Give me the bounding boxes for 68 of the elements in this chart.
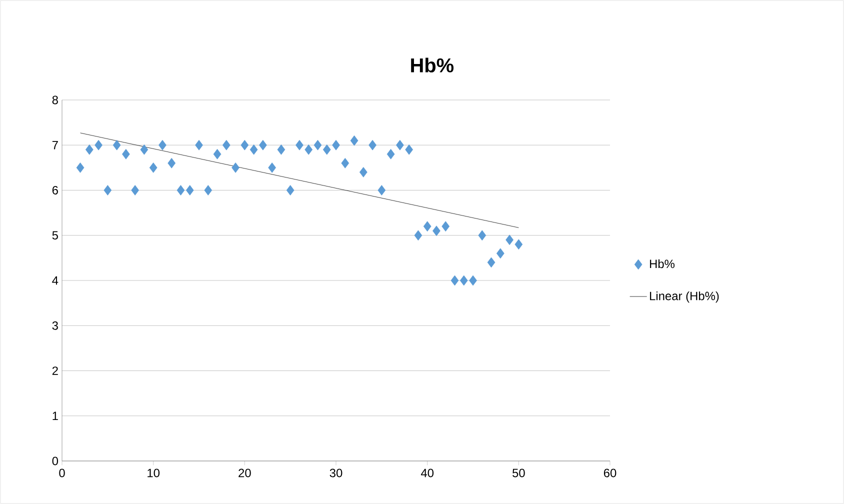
x-tick-label: 10 bbox=[148, 468, 160, 478]
point bbox=[432, 226, 440, 236]
point bbox=[442, 221, 450, 232]
point bbox=[304, 144, 313, 155]
y-tick-label: 0 bbox=[52, 456, 58, 466]
point bbox=[332, 140, 340, 150]
point bbox=[94, 140, 102, 150]
point bbox=[204, 185, 212, 196]
x-tick-label: 30 bbox=[330, 468, 342, 478]
x-tick-label: 50 bbox=[512, 468, 525, 478]
y-tick-label: 7 bbox=[52, 141, 58, 150]
point bbox=[414, 230, 422, 241]
point bbox=[460, 275, 468, 286]
point bbox=[487, 257, 496, 268]
point bbox=[322, 144, 331, 155]
point bbox=[286, 185, 294, 196]
point bbox=[268, 162, 276, 173]
point bbox=[104, 185, 112, 196]
point bbox=[359, 167, 368, 178]
point bbox=[259, 140, 267, 150]
point bbox=[186, 185, 194, 196]
y-tick-label: 3 bbox=[52, 321, 58, 330]
point bbox=[240, 140, 249, 150]
point bbox=[149, 162, 158, 173]
y-tick-label: 1 bbox=[52, 412, 58, 420]
legend-label: Hb% bbox=[650, 259, 675, 268]
x-tick-label: 0 bbox=[59, 468, 65, 478]
point bbox=[396, 140, 404, 150]
point bbox=[514, 239, 523, 250]
point bbox=[158, 140, 166, 150]
point bbox=[386, 148, 395, 160]
x-tick-label: 40 bbox=[420, 468, 434, 478]
point bbox=[350, 135, 358, 146]
point bbox=[314, 140, 322, 150]
point bbox=[85, 144, 94, 155]
point bbox=[222, 140, 230, 150]
point bbox=[122, 148, 130, 160]
y-tick-label: 8 bbox=[52, 96, 58, 104]
point bbox=[232, 162, 240, 173]
point bbox=[195, 140, 203, 150]
legend-label: Linear (Hb%) bbox=[650, 291, 719, 303]
point bbox=[450, 275, 459, 286]
point bbox=[378, 185, 386, 196]
point bbox=[478, 230, 486, 241]
point bbox=[176, 185, 185, 196]
point bbox=[296, 140, 304, 150]
x-tick-label: 60 bbox=[604, 468, 616, 478]
point bbox=[423, 221, 432, 232]
y-tick-label: 6 bbox=[52, 186, 58, 194]
point bbox=[506, 234, 514, 246]
point bbox=[112, 140, 121, 150]
point bbox=[341, 158, 350, 168]
y-tick-label: 4 bbox=[52, 276, 58, 285]
point bbox=[131, 185, 140, 196]
y-tick-label: 2 bbox=[52, 366, 58, 375]
chart-title: Hb% bbox=[411, 58, 454, 72]
point bbox=[368, 140, 376, 150]
point bbox=[405, 144, 414, 155]
point bbox=[250, 144, 258, 155]
point bbox=[496, 248, 504, 259]
y-tick-label: 5 bbox=[52, 231, 58, 240]
x-tick-label: 20 bbox=[238, 468, 251, 478]
point bbox=[469, 275, 477, 286]
point bbox=[140, 144, 148, 155]
point bbox=[76, 162, 84, 173]
point bbox=[213, 148, 222, 160]
point bbox=[168, 158, 176, 168]
point bbox=[277, 144, 286, 155]
